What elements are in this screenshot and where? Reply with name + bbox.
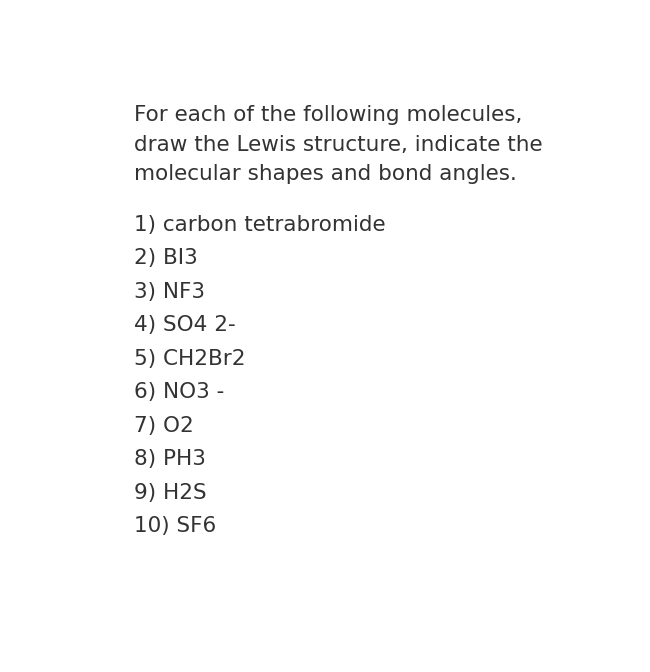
Text: 9) H2S: 9) H2S xyxy=(134,482,207,503)
Text: 6) NO3 -: 6) NO3 - xyxy=(134,382,224,402)
Text: molecular shapes and bond angles.: molecular shapes and bond angles. xyxy=(134,164,517,184)
Text: 2) BI3: 2) BI3 xyxy=(134,248,198,268)
Text: 1) carbon tetrabromide: 1) carbon tetrabromide xyxy=(134,214,385,235)
Text: 4) SO4 2-: 4) SO4 2- xyxy=(134,315,235,335)
Text: For each of the following molecules,: For each of the following molecules, xyxy=(134,106,523,125)
Text: 5) CH2Br2: 5) CH2Br2 xyxy=(134,349,246,369)
Text: draw the Lewis structure, indicate the: draw the Lewis structure, indicate the xyxy=(134,134,543,155)
Text: 7) O2: 7) O2 xyxy=(134,415,194,435)
Text: 8) PH3: 8) PH3 xyxy=(134,449,206,469)
Text: 3) NF3: 3) NF3 xyxy=(134,282,205,302)
Text: 10) SF6: 10) SF6 xyxy=(134,516,216,536)
